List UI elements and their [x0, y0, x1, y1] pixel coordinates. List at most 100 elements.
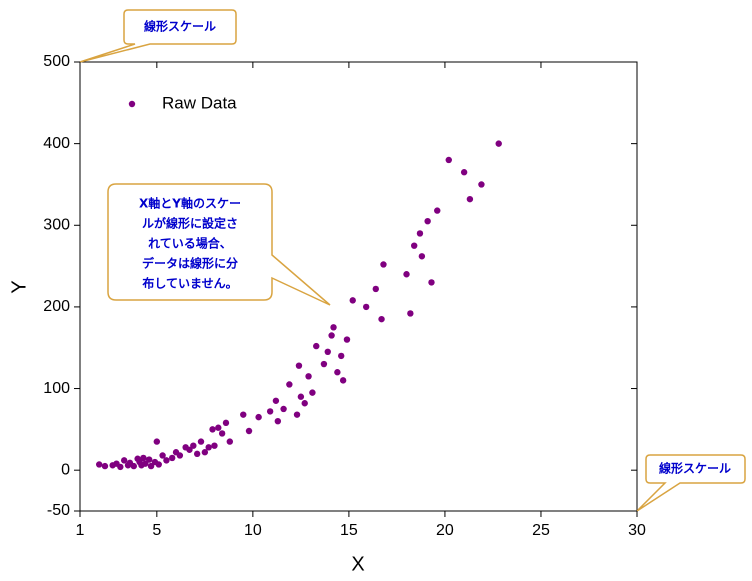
point — [460, 169, 468, 176]
x-tick-label: 15 — [340, 522, 358, 539]
point — [130, 462, 137, 470]
point — [155, 461, 162, 468]
point — [222, 419, 230, 427]
point — [274, 418, 282, 425]
point — [328, 332, 335, 339]
point — [297, 393, 305, 400]
point — [163, 457, 170, 464]
y-tick-label: 200 — [43, 298, 70, 315]
point — [101, 462, 109, 470]
x-tick-label: 10 — [244, 522, 262, 539]
point — [240, 411, 247, 418]
y-axis-label: Y — [8, 280, 30, 293]
x-axis-label: X — [351, 553, 364, 575]
point — [378, 315, 385, 323]
point — [330, 324, 337, 331]
point — [140, 454, 147, 462]
point — [320, 360, 328, 368]
point — [293, 411, 301, 418]
y-tick-label: 0 — [61, 461, 70, 478]
legend-marker — [128, 100, 136, 108]
point — [147, 462, 155, 470]
point — [305, 373, 312, 380]
point — [495, 140, 502, 147]
x-tick-label: 25 — [532, 522, 550, 539]
point — [117, 463, 124, 471]
point — [343, 336, 351, 343]
point — [411, 242, 418, 249]
point — [215, 424, 222, 431]
point — [145, 456, 153, 463]
x-tick-label: 5 — [152, 522, 161, 539]
point — [349, 297, 356, 304]
y-tick-label: 100 — [43, 380, 70, 397]
annotation-line: ルが線形に設定さ — [142, 216, 238, 231]
point — [478, 181, 485, 188]
point — [197, 438, 205, 445]
annotation: 線形スケール — [659, 461, 731, 476]
annotation-line: 布していません。 — [142, 276, 237, 291]
y-tick-label: 400 — [43, 135, 70, 152]
point — [416, 230, 424, 237]
point — [96, 461, 103, 468]
point — [176, 452, 184, 459]
annotation-line: れている場合、 — [148, 236, 232, 251]
y-tick-label: -50 — [47, 502, 70, 519]
point — [334, 369, 341, 376]
point — [286, 381, 293, 388]
point — [272, 397, 280, 404]
callout-box — [79, 9, 237, 63]
point — [266, 408, 274, 415]
point — [211, 442, 218, 449]
callout-box — [636, 454, 746, 512]
point — [280, 405, 287, 413]
point — [205, 444, 212, 451]
x-tick-label: 1 — [76, 522, 85, 539]
point — [193, 450, 201, 458]
point — [418, 253, 426, 260]
point — [407, 310, 414, 317]
point — [190, 442, 197, 449]
point — [380, 261, 387, 268]
x-tick-label: 20 — [436, 522, 454, 539]
point — [372, 285, 379, 293]
point — [142, 460, 149, 467]
annotation-line: X軸とY軸のスケー — [139, 196, 241, 211]
annotation-line: データは線形に分 — [142, 256, 238, 271]
callout-box — [107, 183, 331, 306]
point — [339, 377, 347, 384]
y-tick-label: 500 — [43, 53, 70, 70]
point — [255, 413, 262, 421]
point — [301, 400, 308, 407]
y-tick-label: 300 — [43, 216, 70, 233]
annotation: 線形スケール — [144, 19, 216, 34]
point — [434, 207, 441, 214]
point — [120, 457, 128, 464]
point — [466, 195, 474, 203]
point — [324, 348, 331, 356]
point — [159, 452, 166, 459]
point — [186, 446, 193, 453]
point — [362, 303, 370, 311]
point — [338, 352, 345, 360]
point — [168, 454, 176, 462]
point — [428, 279, 435, 286]
point — [226, 438, 234, 445]
x-tick-label: 30 — [628, 522, 646, 539]
callout-top: 線形スケール — [79, 9, 237, 63]
plot-frame — [79, 61, 638, 512]
point — [313, 342, 320, 350]
point — [295, 362, 303, 369]
point — [153, 438, 161, 445]
point — [201, 449, 209, 456]
legend-label: Raw Data — [162, 93, 237, 112]
point — [218, 430, 226, 437]
point — [403, 271, 410, 278]
point — [424, 217, 431, 225]
point — [245, 427, 253, 435]
point — [445, 156, 452, 164]
point — [209, 426, 216, 433]
callout-bottom: 線形スケール — [636, 454, 746, 512]
